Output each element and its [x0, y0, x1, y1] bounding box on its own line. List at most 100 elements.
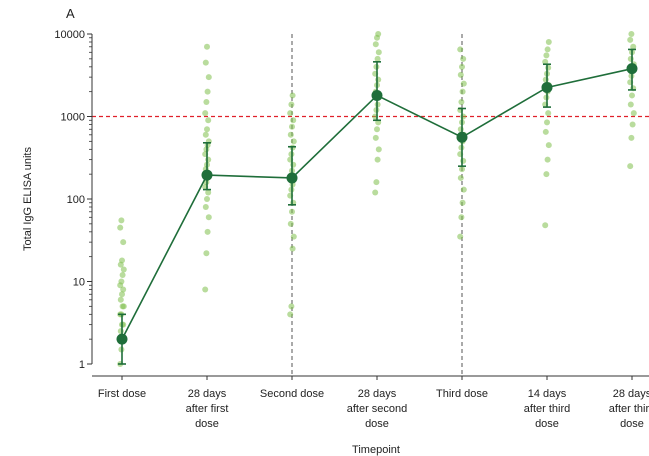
- data-point: [375, 31, 382, 37]
- data-point: [120, 286, 127, 293]
- data-point: [202, 286, 209, 293]
- mean-marker: [541, 81, 553, 93]
- data-point: [459, 63, 465, 70]
- data-point: [289, 123, 295, 130]
- data-point: [545, 142, 552, 149]
- data-point: [544, 46, 551, 53]
- data-point: [205, 74, 212, 81]
- data-point: [204, 43, 210, 50]
- data-point: [628, 31, 635, 37]
- data-point: [117, 224, 124, 231]
- data-point: [118, 278, 125, 285]
- y-tick-label: 10: [73, 277, 85, 289]
- data-point: [118, 217, 125, 224]
- data-point: [629, 121, 636, 128]
- data-point: [458, 214, 465, 221]
- y-tick-label: 1: [79, 359, 85, 371]
- x-tick-label: Second dose: [260, 388, 324, 400]
- mean-marker: [456, 131, 468, 143]
- data-point: [457, 126, 464, 133]
- data-point: [374, 156, 381, 163]
- data-point: [204, 88, 211, 95]
- data-point: [290, 138, 297, 145]
- data-point: [289, 92, 296, 99]
- data-point: [630, 43, 637, 50]
- data-point: [375, 49, 382, 56]
- x-tick-label: 28 days after second dose: [347, 388, 408, 430]
- y-tick-label: 1000: [61, 112, 85, 124]
- data-point: [459, 199, 466, 206]
- data-point: [117, 296, 124, 303]
- data-point: [457, 174, 464, 181]
- data-point: [288, 101, 295, 108]
- data-point: [117, 328, 124, 335]
- data-point: [205, 214, 212, 221]
- data-point: [204, 228, 211, 235]
- x-tick-label: 14 days after third dose: [524, 388, 570, 430]
- y-tick-label: 10000: [54, 29, 85, 41]
- data-point: [375, 146, 382, 153]
- data-point: [544, 156, 551, 163]
- mean-markers: [116, 63, 638, 345]
- panel-label: A: [66, 6, 75, 21]
- data-point: [203, 250, 210, 257]
- data-point: [543, 171, 550, 178]
- data-point: [373, 179, 380, 186]
- data-point: [457, 71, 464, 78]
- data-point: [460, 186, 467, 193]
- data-point: [120, 266, 127, 273]
- data-point: [203, 98, 210, 105]
- data-point: [289, 208, 295, 215]
- data-point: [542, 128, 549, 135]
- data-point: [202, 59, 209, 66]
- x-tick-label: Third dose: [436, 388, 488, 400]
- data-point: [204, 126, 210, 133]
- x-axis-title: Timepoint: [352, 444, 400, 456]
- data-point: [628, 134, 635, 141]
- data-point: [205, 189, 212, 196]
- data-point: [202, 203, 209, 210]
- data-point: [288, 303, 295, 310]
- data-point: [290, 161, 297, 168]
- data-point: [542, 76, 549, 83]
- data-point: [119, 291, 125, 298]
- mean-marker: [201, 169, 213, 181]
- data-point: [120, 303, 127, 310]
- data-point: [120, 239, 127, 246]
- mean-marker: [116, 333, 128, 345]
- x-tick-label: 28 days after first dose: [186, 388, 229, 430]
- data-point: [545, 110, 552, 117]
- data-point: [457, 233, 464, 240]
- data-point: [119, 257, 125, 264]
- y-axis-title: Total IgG ELISA units: [22, 147, 34, 251]
- data-point: [629, 92, 635, 99]
- data-point: [287, 110, 294, 117]
- data-point: [287, 311, 294, 318]
- mean-marker: [626, 63, 638, 75]
- data-point: [545, 64, 552, 71]
- data-point: [290, 117, 297, 124]
- data-point: [627, 163, 634, 170]
- y-tick-label: 100: [67, 194, 85, 206]
- data-point: [459, 88, 466, 95]
- x-tick-label: First dose: [98, 388, 146, 400]
- data-point: [627, 101, 634, 108]
- data-point: [287, 131, 294, 138]
- data-point: [290, 233, 297, 240]
- data-point: [204, 196, 210, 202]
- data-point: [287, 220, 294, 227]
- data-point: [457, 46, 464, 53]
- mean-marker: [286, 172, 298, 184]
- data-point: [542, 58, 549, 65]
- data-point: [205, 156, 212, 163]
- data-point: [460, 55, 467, 62]
- data-point: [460, 113, 467, 120]
- data-point: [375, 76, 382, 83]
- data-point: [544, 119, 550, 126]
- data-point: [202, 131, 209, 138]
- data-point: [458, 98, 465, 105]
- data-point: [372, 41, 379, 48]
- data-point: [627, 55, 634, 62]
- data-point: [459, 166, 465, 173]
